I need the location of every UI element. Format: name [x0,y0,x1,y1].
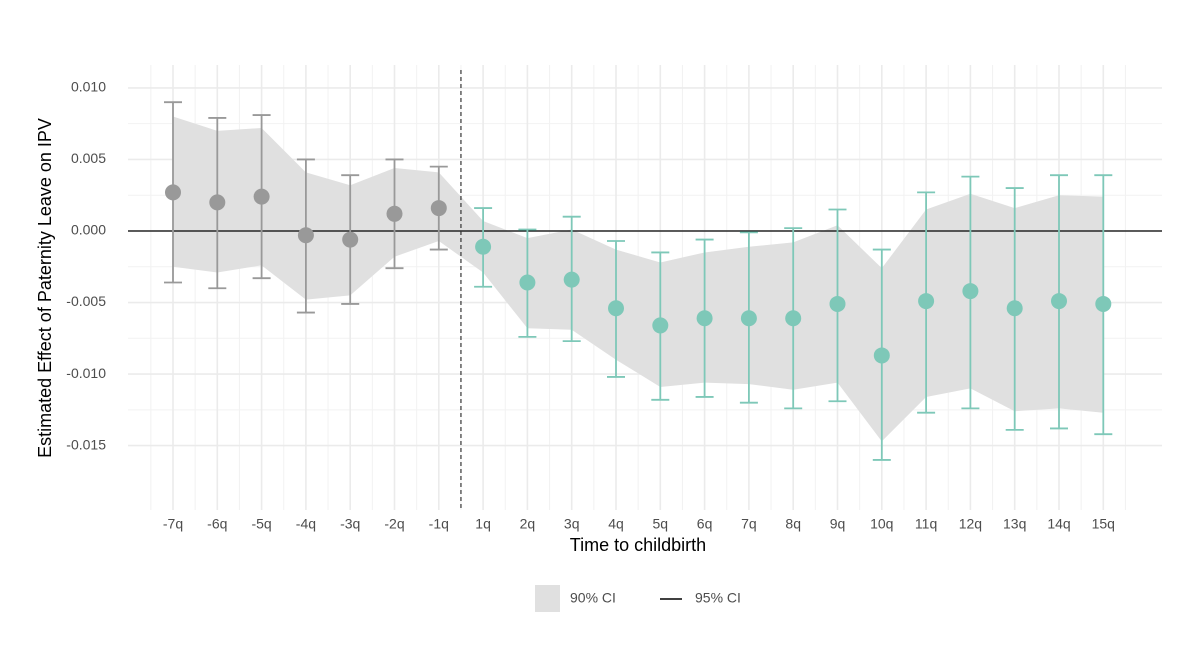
x-tick-label: 7q [741,516,757,532]
y-tick-label: -0.010 [66,365,106,381]
y-tick-label: 0.005 [71,150,106,166]
y-tick-label: 0.010 [71,79,106,95]
x-axis-title: Time to childbirth [570,535,706,555]
point [696,310,713,327]
x-tick-label: 5q [653,516,669,532]
point [165,184,181,201]
legend-label: 95% CI [695,590,741,606]
x-tick-label: 3q [564,516,580,532]
point [652,317,669,334]
x-tick-label: 8q [785,516,801,532]
x-tick-label: -2q [384,516,404,532]
legend-key [535,585,560,612]
y-tick-label: -0.005 [66,293,106,309]
x-tick-label: 9q [830,516,846,532]
point [297,227,314,244]
x-tick-label: 11q [915,516,937,532]
point [253,188,270,205]
point [1051,293,1067,310]
x-tick-label: 15q [1092,516,1115,532]
point [829,295,846,312]
point [608,300,624,317]
point [475,238,492,255]
y-tick-label: 0.000 [71,222,106,238]
y-axis-title: Estimated Effect of Paternity Leave on I… [35,118,55,458]
point [430,200,447,217]
x-tick-label: 14q [1047,516,1070,532]
x-tick-label: 13q [1003,516,1026,532]
x-tick-label: 2q [520,516,536,532]
x-tick-label: -1q [429,516,449,532]
x-tick-label: 10q [870,516,893,532]
legend-label: 90% CI [570,590,616,606]
point [740,310,757,327]
point [209,194,226,211]
x-tick-label: -3q [340,516,360,532]
point [563,271,580,288]
y-tick-label: -0.015 [66,436,106,452]
point [1006,300,1023,317]
point [386,205,403,222]
point [342,231,359,248]
x-tick-label: 1q [475,516,491,532]
x-tick-label: 4q [608,516,624,532]
point [962,283,979,300]
point [1095,295,1112,312]
x-tick-label: 12q [959,516,982,532]
x-tick-label: -7q [163,516,183,532]
x-tick-label: -6q [207,516,227,532]
point [785,310,802,327]
legend: 90% CI 95% CI [535,585,741,612]
point [918,293,935,310]
x-tick-label: 6q [697,516,713,532]
point [519,274,536,291]
point [873,347,890,364]
x-tick-label: -5q [251,516,271,532]
ci90-band [173,116,1104,442]
marks [128,70,1162,510]
x-tick-label: -4q [296,516,316,532]
